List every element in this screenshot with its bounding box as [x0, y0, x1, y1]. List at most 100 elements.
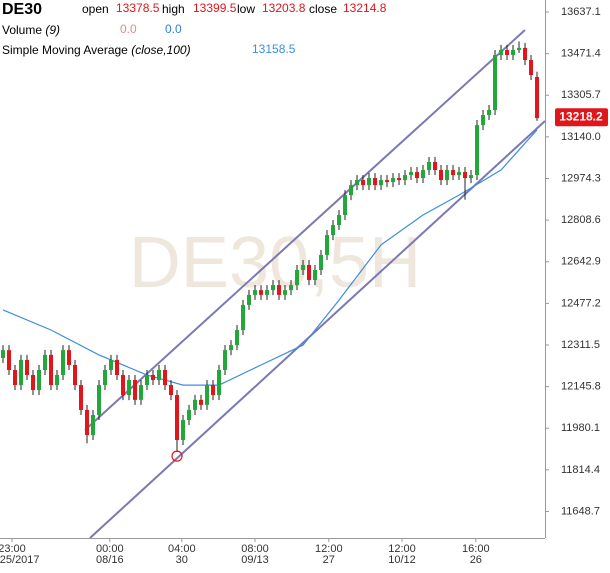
candle-body — [127, 380, 132, 396]
sma-param: (close,100) — [131, 43, 190, 57]
ohlc-value: 13378.5 — [116, 1, 160, 15]
candle-body — [517, 47, 522, 50]
candle-body — [445, 170, 450, 181]
candle-body — [103, 369, 108, 386]
candle-body — [37, 369, 42, 391]
candle-body — [139, 385, 144, 400]
y-tick-label: 13305.7 — [561, 89, 601, 101]
sma-name: Simple Moving Average — [2, 43, 128, 57]
x-tick-label: 23:00 — [0, 543, 26, 555]
candle-body — [43, 354, 48, 370]
volume-param: (9) — [45, 23, 60, 37]
volume-value: 0.0 — [120, 22, 137, 36]
last-price-box — [555, 108, 608, 127]
candle-body — [415, 172, 420, 179]
candle-body — [163, 369, 168, 386]
candle-body — [523, 47, 528, 61]
sma-line — [2, 129, 538, 386]
candle-body — [169, 385, 174, 396]
candle-body — [145, 375, 150, 386]
volume-name: Volume — [2, 23, 42, 37]
candle-body — [499, 49, 504, 55]
x-tick-sublabel: 09/13 — [241, 554, 269, 566]
x-tick-label: 16:00 — [462, 543, 490, 555]
candle-body — [67, 350, 72, 365]
symbol: DE30 — [2, 1, 42, 18]
candle-body — [349, 185, 354, 196]
candle-body — [187, 409, 192, 420]
candle-body — [235, 330, 240, 346]
candle-body — [307, 264, 312, 281]
candle-body — [421, 170, 426, 179]
candle-body — [487, 109, 492, 116]
candle-body — [97, 385, 102, 415]
candle-body — [511, 49, 516, 55]
candle-body — [115, 359, 120, 376]
candle-body — [1, 350, 6, 358]
candle-body — [457, 172, 462, 176]
candle-body — [247, 294, 252, 305]
candle-body — [199, 399, 204, 405]
candle-body — [271, 285, 276, 291]
x-tick-label: 12:00 — [315, 543, 343, 555]
candle-body — [529, 60, 534, 76]
candle-body — [79, 385, 84, 410]
ohlc-label: high — [162, 2, 185, 16]
x-tick-label: 04:00 — [168, 543, 196, 555]
low-marker — [171, 450, 183, 462]
x-tick-label: 00:00 — [96, 543, 124, 555]
candle-body — [49, 354, 54, 386]
sma-label: Simple Moving Average (close,100) — [2, 43, 191, 57]
ohlc-label: low — [237, 2, 255, 16]
candle-body — [403, 175, 408, 181]
candle-body — [211, 385, 216, 396]
candle-body — [391, 178, 396, 183]
candle-body — [109, 359, 114, 370]
y-tick-label: 13637.1 — [561, 6, 601, 18]
candle-body — [205, 385, 210, 405]
candle-body — [241, 304, 246, 331]
y-tick-label: 13140.0 — [561, 131, 601, 143]
candle-body — [181, 419, 186, 441]
candle-body — [475, 125, 480, 176]
ohlc-label: open — [82, 2, 109, 16]
candle-body — [157, 369, 162, 381]
x-tick-sublabel: 08/16 — [96, 554, 124, 566]
candle-body — [493, 54, 498, 110]
candle-body — [397, 178, 402, 181]
candle-body — [505, 49, 510, 55]
candle-body — [325, 235, 330, 255]
candle-body — [379, 180, 384, 186]
candle-body — [373, 178, 378, 186]
candle-body — [367, 178, 372, 186]
candle-body — [253, 290, 258, 295]
header: DE30 open 13378.5 high 13399.5 low 13203… — [2, 1, 387, 57]
x-tick-sublabel: 30 — [176, 554, 188, 566]
candle-body — [463, 172, 468, 179]
candle-body — [289, 285, 294, 291]
candle-body — [331, 225, 336, 236]
candle-body — [469, 175, 474, 179]
candle-body — [217, 369, 222, 396]
candle-body — [319, 254, 324, 271]
last-price-label: 13218.2 — [559, 109, 603, 123]
candle-body — [295, 270, 300, 286]
candle-body — [151, 375, 156, 381]
candle-body — [223, 350, 228, 370]
volume-value: 0.0 — [165, 22, 182, 36]
plot-area — [1, 29, 546, 539]
candle-body — [25, 359, 30, 376]
x-tick-sublabel: 27 — [323, 554, 335, 566]
candle-body — [409, 172, 414, 176]
y-tick-label: 12974.3 — [561, 172, 601, 184]
candle-body — [427, 161, 432, 171]
candle-body — [313, 270, 318, 281]
ohlc-value: 13214.8 — [343, 1, 387, 15]
candle-body — [175, 395, 180, 441]
y-tick-label: 12145.8 — [561, 381, 601, 393]
ohlc-value: 13399.5 — [193, 1, 237, 15]
y-tick-label: 12642.9 — [561, 256, 601, 268]
x-tick-sublabel: 07/25/2017 — [0, 554, 40, 566]
